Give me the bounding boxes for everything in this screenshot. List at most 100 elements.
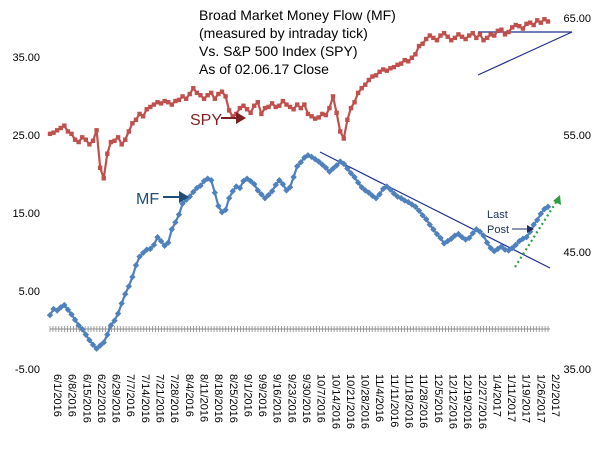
spy-data-point	[524, 21, 529, 27]
mf-data-point	[419, 212, 426, 219]
y-right-tick-label: 55.00	[563, 130, 591, 142]
spy-data-point	[291, 107, 296, 112]
spy-data-point	[438, 33, 443, 38]
spy-data-point	[423, 36, 429, 42]
mf-data-point	[150, 241, 158, 249]
spy-data-point	[180, 94, 185, 99]
spy-data-point	[370, 74, 375, 79]
title-line: Broad Market Money Flow (MF)	[199, 7, 396, 23]
mf-data-point	[469, 230, 476, 237]
spy-data-point	[409, 55, 415, 60]
spy-data-point	[90, 138, 96, 144]
spy-data-point	[520, 26, 526, 31]
x-tick-label: 6/15/2016	[80, 374, 92, 423]
last-post-label-line2: Post	[487, 224, 509, 236]
spy-data-point	[352, 100, 357, 105]
spy-data-point	[123, 137, 128, 142]
mf-data-point	[465, 234, 473, 242]
spy-data-point	[527, 20, 533, 25]
spy-data-point	[466, 33, 472, 38]
mf-data-point	[236, 184, 244, 192]
spy-data-point	[391, 64, 397, 70]
spy-data-point	[162, 98, 167, 104]
spy-data-point	[445, 34, 450, 39]
y-left-tick-label: 25.00	[12, 130, 40, 142]
mf-data-point	[218, 209, 226, 216]
mf-data-point	[179, 200, 186, 207]
mf-data-point	[530, 221, 537, 228]
mf-data-point	[329, 165, 337, 172]
mf-data-point	[118, 300, 125, 307]
x-tick-label: 6/22/2016	[95, 374, 107, 423]
y-right-tick-label: 45.00	[563, 247, 591, 259]
spy-data-point	[474, 35, 479, 41]
spy-data-point	[223, 94, 228, 99]
mf-data-point	[512, 241, 519, 249]
spy-wedge-bottom-line	[477, 31, 573, 76]
mf-data-point	[258, 191, 265, 198]
mf-data-point	[526, 228, 534, 235]
spy-data-point	[76, 139, 81, 145]
mf-data-point	[86, 336, 93, 344]
spy-data-point	[484, 35, 490, 41]
mf-data-point	[79, 326, 86, 333]
mf-data-point	[225, 194, 233, 202]
mf-data-point	[544, 203, 552, 210]
mf-data-point	[68, 311, 75, 318]
mf-data-point	[75, 322, 82, 329]
mf-data-point	[365, 189, 373, 196]
spy-data-point	[363, 82, 368, 87]
spy-data-point	[277, 103, 282, 108]
spy-data-point	[373, 73, 379, 78]
spy-data-point	[126, 129, 132, 134]
spy-data-point	[481, 38, 486, 43]
spy-data-point	[398, 61, 404, 66]
x-tick-label: 6/8/2016	[66, 374, 78, 417]
spy-data-point	[366, 77, 372, 83]
last-post-label-line1: Last	[487, 209, 508, 221]
mf-data-point	[254, 187, 261, 194]
spy-data-point	[198, 93, 203, 98]
x-tick-label: 8/4/2016	[183, 374, 195, 417]
spy-data-point	[298, 105, 303, 111]
mf-data-point	[354, 179, 362, 186]
x-tick-label: 9/23/2016	[285, 374, 297, 423]
mf-data-point	[279, 180, 287, 188]
spy-data-point	[545, 19, 551, 24]
spy-data-point	[51, 130, 56, 135]
mf-data-point	[534, 216, 541, 224]
mf-data-point	[265, 191, 272, 199]
y-left-tick-label: -5.00	[15, 364, 40, 376]
spy-data-point	[62, 123, 67, 128]
spy-data-point	[173, 98, 178, 104]
trendlines	[319, 31, 573, 269]
spy-data-point	[488, 32, 493, 37]
spy-data-point	[230, 114, 235, 119]
mf-data-point	[204, 175, 211, 182]
mf-data-point	[290, 173, 297, 181]
spy-data-point	[140, 114, 146, 119]
x-tick-label: 8/11/2016	[197, 374, 209, 422]
x-tick-labels: 6/1/2016 6/8/2016 6/15/2016 6/22/2016 6/29/2…	[51, 374, 561, 429]
spy-data-point	[388, 66, 393, 71]
mf-data-point	[172, 219, 179, 226]
x-tick-label: 11/18/2016	[403, 374, 415, 428]
spy-data-point	[334, 110, 339, 115]
y-left-tick-label: 5.00	[19, 286, 40, 298]
mf-data-point	[297, 159, 304, 166]
spy-data-point	[323, 112, 329, 118]
spy-data-point	[87, 142, 92, 147]
x-tick-label: 1/4/2017	[490, 374, 502, 417]
mf-data-point	[340, 160, 347, 168]
spy-data-point	[470, 31, 475, 36]
spy-data-point	[316, 115, 321, 120]
spy-data-point	[305, 111, 311, 117]
spy-data-point	[80, 135, 85, 140]
spy-data-point	[338, 129, 343, 134]
x-tick-label: 8/18/2016	[212, 374, 224, 423]
mf-data-point	[487, 244, 494, 252]
spy-data-point	[441, 31, 447, 36]
spy-data-point	[341, 136, 346, 141]
x-tick-label: 6/1/2016	[51, 374, 63, 417]
x-tick-label: 1/11/2017	[505, 374, 517, 422]
